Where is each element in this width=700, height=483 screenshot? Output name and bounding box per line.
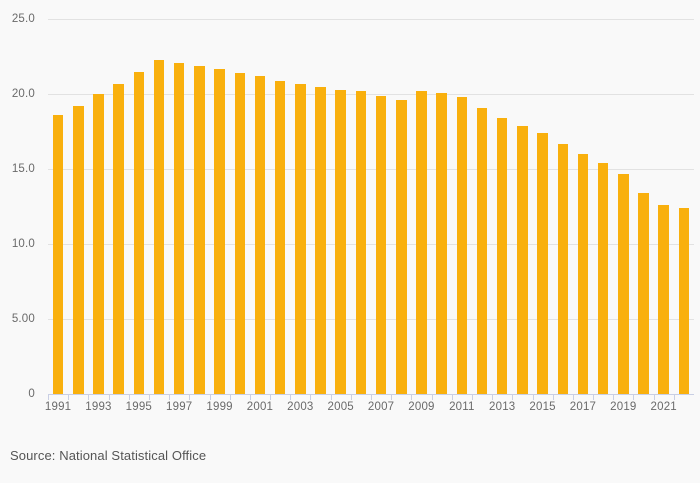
x-axis-tick [391, 394, 393, 400]
x-axis-tick-label: 2017 [569, 401, 597, 413]
x-axis-tick [330, 394, 332, 400]
bar[interactable] [416, 91, 427, 394]
y-axis-tick-label: 5.00 [11, 313, 35, 325]
x-axis-tick [411, 394, 413, 400]
x-axis-tick [108, 394, 110, 400]
bar[interactable] [375, 95, 387, 394]
x-axis-tick-label: 1999 [206, 401, 233, 413]
bar[interactable] [153, 59, 165, 394]
x-axis-tick [431, 394, 433, 400]
bar[interactable] [638, 193, 649, 394]
x-axis-tick-label: 2021 [650, 401, 677, 413]
x-axis-tick-label: 2005 [327, 401, 354, 413]
gridline [48, 244, 694, 245]
y-axis-tick-label: 10.0 [11, 238, 35, 250]
x-axis-tick-label: 2001 [246, 401, 274, 413]
x-axis-tick [189, 394, 191, 400]
x-axis-tick-label: 2009 [408, 401, 435, 413]
x-axis-tick [68, 394, 70, 400]
x-axis-tick-label: 2007 [367, 401, 395, 413]
gridline [48, 94, 694, 95]
gridline [48, 19, 694, 20]
x-axis-tick [451, 394, 453, 400]
bar[interactable] [274, 80, 286, 394]
bar[interactable] [577, 154, 589, 394]
bar[interactable] [557, 143, 569, 394]
bar[interactable] [194, 65, 205, 394]
x-axis-tick-label: 2019 [610, 401, 637, 413]
x-axis-tick-label: 1993 [85, 401, 112, 413]
x-axis-ticks [48, 394, 694, 400]
x-axis-tick [310, 394, 312, 400]
bar[interactable] [618, 173, 629, 394]
bar[interactable] [234, 73, 246, 394]
x-axis-tick [371, 394, 372, 400]
gridline [48, 319, 694, 320]
bar[interactable] [295, 83, 306, 394]
x-axis-tick [209, 394, 211, 400]
x-axis-tick [169, 394, 171, 400]
source-note: Source: National Statistical Office [10, 448, 207, 463]
bar[interactable] [396, 100, 407, 394]
bar[interactable] [73, 106, 84, 394]
y-axis-tick-label: 20.0 [11, 88, 35, 100]
x-axis-tick [593, 394, 595, 400]
bar[interactable] [254, 76, 266, 394]
x-axis-tick-label: 2015 [529, 401, 556, 413]
bars-layer [48, 19, 694, 394]
bar[interactable] [355, 91, 367, 394]
bar[interactable] [93, 94, 104, 394]
x-axis-labels: 1991 1993 1995 1997 1999 2001 2003 2005 2007 2009… [44, 401, 694, 419]
bar[interactable] [173, 62, 185, 394]
x-axis-tick [249, 394, 251, 400]
y-axis-tick-label: 15.0 [11, 163, 35, 175]
gridline [48, 169, 694, 170]
bar[interactable] [456, 97, 468, 394]
x-axis-tick [492, 394, 494, 400]
x-axis-tick [290, 394, 292, 400]
x-axis-tick [633, 394, 635, 400]
bar[interactable] [436, 92, 447, 394]
x-axis-tick [572, 394, 574, 400]
x-axis-tick-label: 1995 [125, 401, 153, 413]
bar[interactable] [52, 115, 64, 394]
bar[interactable] [496, 118, 508, 394]
bar[interactable] [658, 205, 669, 394]
x-axis-tick [673, 394, 675, 400]
x-axis-tick [471, 394, 473, 400]
x-axis-tick [88, 394, 90, 400]
x-axis-tick-label: 1991 [44, 401, 72, 413]
y-axis-tick-label: 0 [28, 388, 35, 400]
x-axis-tick [270, 394, 272, 400]
x-axis-tick-label: 2003 [287, 401, 314, 413]
x-axis-tick [532, 394, 534, 400]
bar[interactable] [113, 83, 124, 394]
x-axis-tick [552, 394, 554, 400]
bar[interactable] [214, 68, 225, 394]
x-axis-tick [148, 394, 150, 400]
bar[interactable] [517, 125, 528, 394]
bar[interactable] [537, 133, 548, 394]
x-axis-tick [653, 394, 655, 400]
bar[interactable] [335, 89, 346, 394]
x-axis-tick-label: 2011 [449, 401, 475, 413]
x-axis-tick [229, 394, 231, 400]
x-axis-tick [613, 394, 615, 400]
x-axis-tick-label: 1997 [166, 401, 193, 413]
x-axis-tick [48, 394, 49, 400]
plot-area [48, 19, 694, 394]
bar[interactable] [133, 71, 145, 394]
y-axis-tick-label: 25.0 [11, 13, 35, 25]
bar[interactable] [476, 107, 488, 394]
x-axis-tick [128, 394, 130, 400]
x-axis-tick [350, 394, 352, 400]
bar[interactable] [597, 163, 609, 394]
x-axis-tick-label: 2013 [489, 401, 516, 413]
y-axis-labels: 0 5.00 10.0 15.0 20.0 25.0 [0, 0, 44, 483]
bar[interactable] [678, 208, 690, 394]
bar[interactable] [315, 86, 326, 394]
x-axis-tick [512, 394, 514, 400]
